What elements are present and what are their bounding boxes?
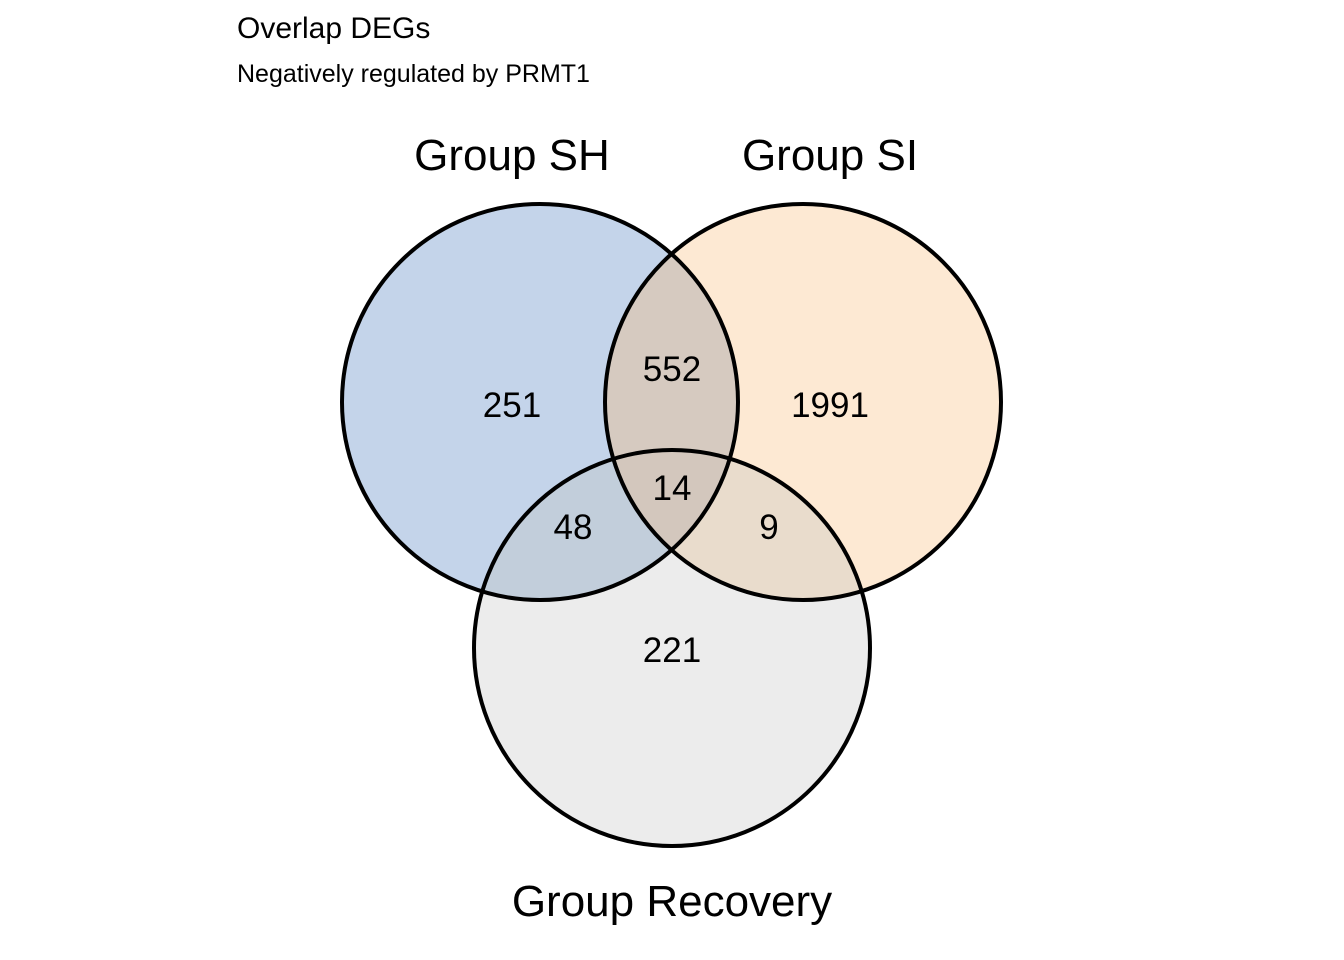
overlap-si-recovery-region: [605, 450, 870, 600]
set-label-si: Group SI: [742, 131, 918, 180]
count-sh-recovery: 48: [554, 508, 593, 547]
set-recovery-outline: [472, 448, 872, 848]
set-label-recovery: Group Recovery: [512, 877, 832, 926]
count-sh-only: 251: [483, 386, 541, 425]
figure-title: Overlap DEGs: [237, 12, 431, 45]
figure-subtitle: Negatively regulated by PRMT1: [237, 60, 590, 88]
count-recovery-only: 221: [643, 631, 701, 670]
count-all: 14: [653, 469, 692, 508]
set-si-outline: [603, 202, 1003, 602]
set-sh-outline: [340, 202, 740, 602]
overlap-sh-recovery-region: [474, 450, 738, 600]
count-si-only: 1991: [791, 386, 869, 425]
count-sh-si: 552: [643, 350, 701, 389]
count-si-recovery: 9: [759, 508, 778, 547]
set-label-sh: Group SH: [414, 131, 610, 180]
